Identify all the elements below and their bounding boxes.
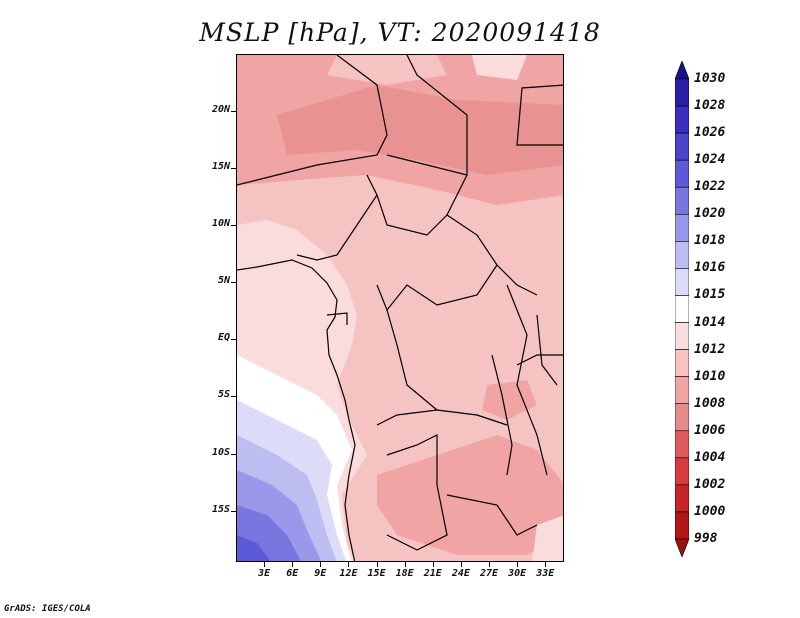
lon-label: 21E [423, 568, 442, 579]
colorbar-swatch [675, 349, 689, 377]
lon-tick [461, 562, 462, 567]
lat-label: 5S [217, 389, 230, 401]
colorbar-label: 1006 [694, 422, 726, 438]
lat-tick [231, 282, 236, 283]
colorbar-swatch [675, 430, 689, 459]
lon-label: 27E [479, 568, 499, 579]
map-title: MSLP [hPa], VT: 2020091418 [199, 18, 601, 47]
colorbar-label: 1000 [694, 503, 726, 519]
band-1022 [237, 535, 271, 561]
colorbar-label: 1014 [694, 314, 726, 330]
lon-label: 12E [339, 568, 358, 579]
country-borders [237, 55, 563, 561]
lon-label: 24E [451, 568, 470, 579]
band-1008-south [377, 435, 563, 555]
lat-tick [231, 225, 236, 226]
patch-north-light [327, 55, 447, 85]
colorbar-label: 1008 [694, 395, 726, 411]
colorbar-label: 1028 [694, 98, 726, 114]
lat-label: EQ [217, 332, 230, 344]
colorbar-label: 998 [694, 531, 718, 546]
colorbar-arrow-bottom [675, 538, 689, 557]
lon-label: 15E [367, 568, 386, 579]
colorbar-label: 1024 [694, 152, 726, 168]
lat-tick [231, 339, 236, 340]
pressure-field [237, 55, 563, 561]
colorbar-label: 1002 [694, 476, 726, 492]
colorbar-swatch [675, 105, 689, 134]
colorbar-swatch [675, 511, 689, 540]
colorbar-label: 1012 [694, 341, 726, 357]
lat-tick [231, 168, 236, 169]
lon-label: 9E [314, 568, 327, 579]
band-1012-southeast [532, 515, 563, 561]
lat-tick [231, 111, 236, 112]
grads-credit: GrADS: IGES/COLA [4, 604, 91, 614]
colorbar-label: 1030 [694, 71, 726, 86]
pressure-colorbar [675, 61, 689, 557]
lon-tick [377, 562, 378, 567]
lon-tick [320, 562, 321, 567]
colorbar-label: 1015 [694, 287, 726, 303]
pressure-map [236, 54, 564, 562]
lat-label: 15N [211, 161, 230, 173]
colorbar-swatch [675, 403, 689, 432]
lon-tick [517, 562, 518, 567]
colorbar-swatch [675, 186, 689, 215]
colorbar-label: 1022 [694, 179, 726, 195]
colorbar-swatch [675, 132, 689, 161]
lon-label: 33E [536, 568, 555, 579]
colorbar-label: 1020 [694, 206, 726, 222]
colorbar-label: 1004 [694, 449, 726, 465]
colorbar-swatch [675, 268, 689, 296]
lat-label: 15S [211, 503, 230, 515]
colorbar-swatch [675, 213, 689, 242]
band-1008-east [482, 380, 537, 420]
lat-label: 20N [211, 104, 230, 116]
colorbar-label: 1016 [694, 260, 726, 276]
lat-label: 10N [211, 218, 230, 230]
colorbar-swatch [675, 295, 689, 323]
lon-tick [264, 562, 265, 567]
colorbar-label: 1018 [694, 233, 726, 249]
colorbar-swatch [675, 376, 689, 405]
band-1006-north [277, 85, 563, 175]
lon-tick [489, 562, 490, 567]
lon-label: 3E [258, 568, 271, 579]
colorbar-swatch [675, 159, 689, 188]
lon-label: 6E [286, 568, 299, 579]
colorbar-label: 1010 [694, 368, 726, 384]
lat-label: 10S [211, 446, 230, 458]
colorbar-swatch [675, 322, 689, 350]
lat-tick [231, 396, 236, 397]
patch-north-lighter [472, 55, 527, 80]
colorbar-swatch [675, 457, 689, 486]
lat-label: 5N [217, 275, 230, 287]
colorbar-swatch [675, 78, 689, 107]
lat-tick [231, 511, 236, 512]
colorbar-swatch [675, 484, 689, 513]
colorbar-arrow-top [675, 61, 689, 80]
lon-tick [348, 562, 349, 567]
colorbar-label: 1026 [694, 125, 726, 141]
lon-tick [292, 562, 293, 567]
lon-tick [405, 562, 406, 567]
lon-tick [433, 562, 434, 567]
colorbar-swatch [675, 241, 689, 269]
lon-tick [545, 562, 546, 567]
lon-label: 18E [395, 568, 414, 579]
lat-tick [231, 454, 236, 455]
lon-label: 30E [508, 568, 527, 579]
